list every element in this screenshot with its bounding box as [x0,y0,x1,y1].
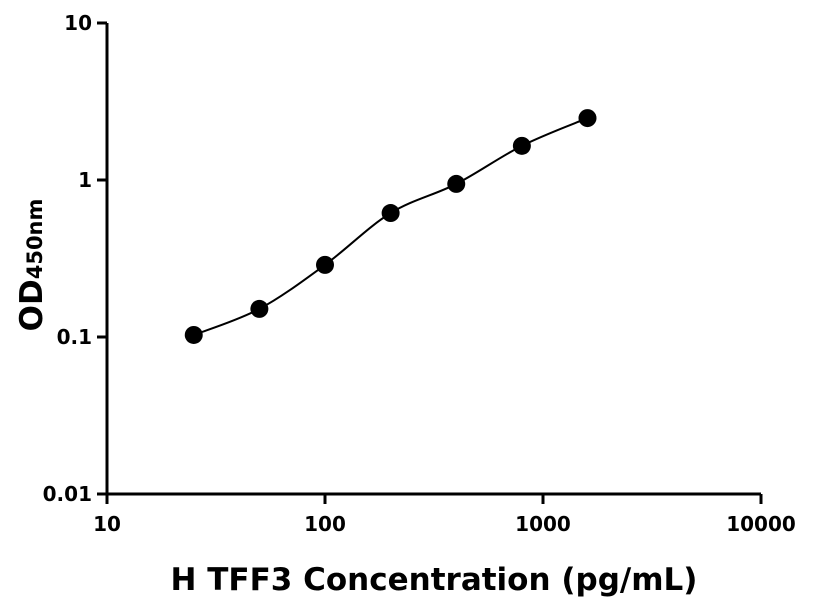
y-tick-label: 10 [64,11,92,35]
data-point [578,109,597,128]
y-axis-title: OD450nm [14,199,50,332]
y-axis-title-main: OD [14,279,50,331]
x-tick-label: 10000 [726,512,796,536]
x-tick-label: 10 [93,512,121,536]
data-point [316,255,334,274]
y-tick-label: 1 [78,168,92,192]
data-point [512,136,531,155]
y-tick-label: 0.1 [57,325,92,349]
y-axis-title-subscript: 450nm [23,199,47,280]
x-tick-label: 100 [304,512,346,536]
y-tick-label: 0.01 [43,482,92,506]
x-axis-title: H TFF3 Concentration (pg/mL) [171,562,698,598]
data-point [184,325,203,344]
x-tick-label: 1000 [515,512,571,536]
data-point [250,299,269,318]
data-point [381,204,400,223]
data-point [447,174,466,193]
